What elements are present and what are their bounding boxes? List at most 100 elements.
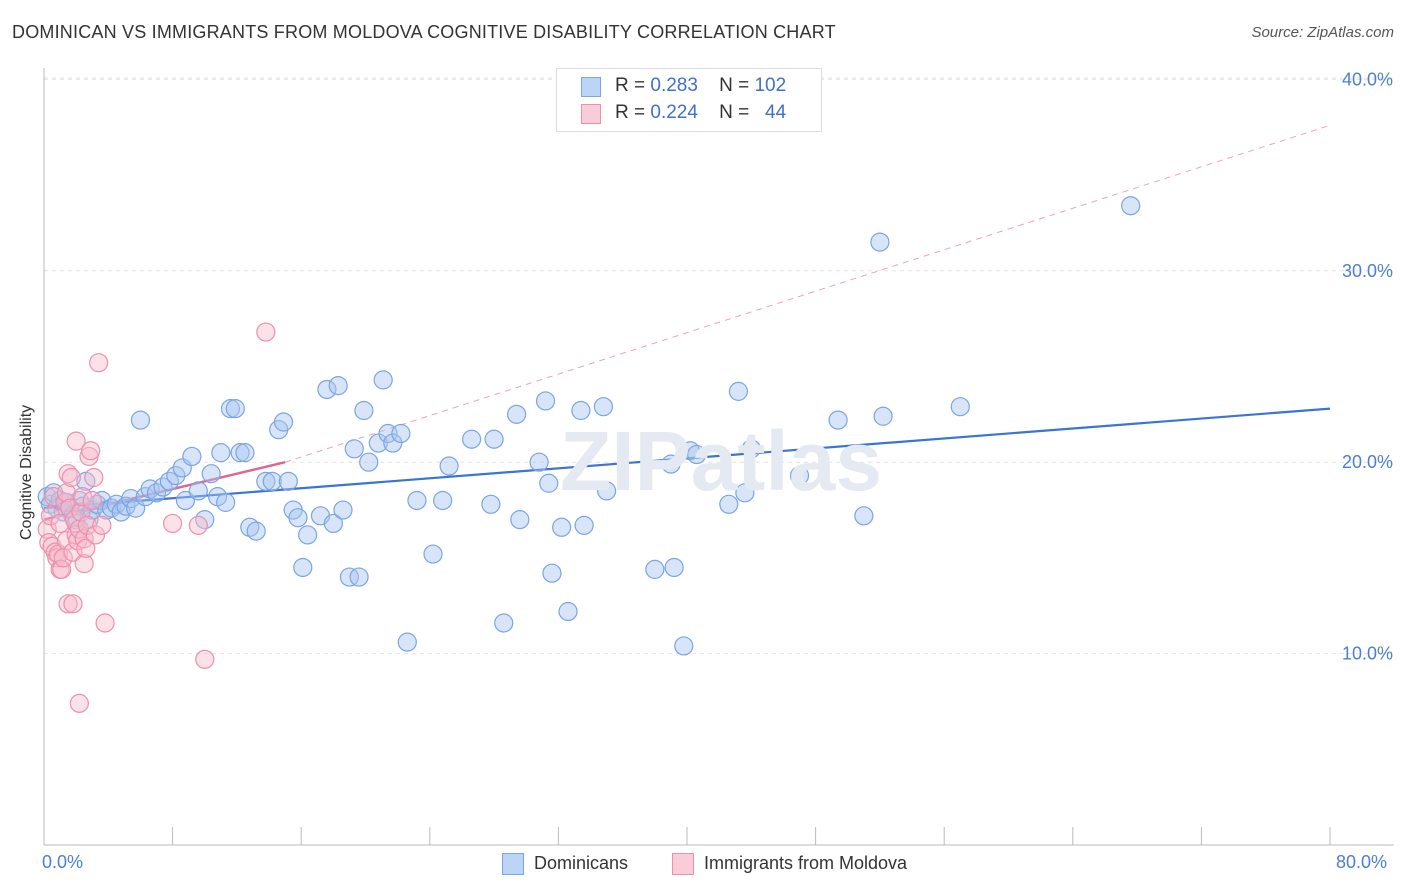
point-moldova	[89, 353, 109, 373]
point-dominicans	[166, 465, 186, 486]
trend-line-dominicans	[43, 407, 1331, 510]
point-dominicans	[535, 391, 556, 411]
y-tick-label: 30.0%	[1342, 261, 1393, 281]
trend-line-moldova-extended	[284, 124, 1331, 463]
point-dominicans	[359, 452, 379, 472]
point-moldova	[81, 441, 101, 461]
point-dominicans	[323, 513, 343, 534]
point-dominicans	[461, 429, 482, 449]
point-dominicans	[542, 563, 562, 583]
point-dominicans	[317, 379, 337, 400]
point-moldova	[72, 487, 93, 507]
x-tick-label-max: 80.0%	[1336, 852, 1388, 872]
point-dominicans	[293, 557, 313, 578]
legend-r-label: R =	[615, 102, 646, 123]
y-tick-label: 20.0%	[1342, 452, 1393, 472]
y-tick-label: 10.0%	[1342, 644, 1393, 664]
point-dominicans	[92, 490, 112, 511]
source-label: Source: ZipAtlas.com	[1251, 24, 1394, 41]
point-moldova	[69, 693, 89, 713]
point-moldova	[40, 506, 61, 526]
point-moldova	[42, 536, 62, 557]
point-moldova	[61, 467, 81, 488]
legend-n-label: N =	[719, 102, 750, 123]
point-dominicans	[339, 567, 360, 587]
point-dominicans	[571, 400, 591, 421]
point-dominicans	[188, 481, 208, 501]
y-tick-labels: 10.0% 20.0% 30.0% 40.0%	[1342, 69, 1393, 663]
point-dominicans	[262, 471, 282, 491]
point-dominicans	[391, 423, 411, 444]
point-dominicans	[674, 636, 694, 656]
series-legend: Dominicans Immigrants from Moldova	[0, 850, 1406, 880]
legend-r-value: 0.224	[650, 102, 698, 123]
point-dominicans	[593, 397, 614, 417]
point-dominicans	[373, 370, 393, 390]
point-dominicans	[175, 490, 196, 511]
point-dominicans	[873, 406, 893, 426]
point-dominicans	[344, 439, 364, 459]
point-dominicans	[220, 399, 241, 419]
point-dominicans	[719, 494, 739, 514]
point-dominicans	[481, 494, 501, 514]
point-dominicans	[433, 490, 453, 511]
legend-swatch-pink	[672, 853, 694, 875]
point-dominicans	[574, 515, 594, 535]
point-moldova	[60, 498, 80, 518]
point-dominicans	[484, 429, 504, 449]
point-dominicans	[328, 376, 348, 396]
point-moldova	[76, 538, 96, 558]
point-dominicans	[539, 473, 559, 493]
point-dominicans	[333, 500, 353, 520]
point-moldova	[195, 649, 215, 669]
point-dominicans	[256, 471, 276, 491]
legend-swatch-blue	[581, 77, 601, 97]
point-dominicans	[741, 439, 761, 459]
point-dominicans	[354, 400, 374, 421]
y-tick-label: 40.0%	[1342, 69, 1393, 89]
point-dominicans	[397, 632, 417, 652]
point-dominicans	[439, 456, 459, 476]
point-moldova	[92, 515, 112, 535]
point-dominicans	[349, 567, 369, 587]
point-moldova	[85, 525, 106, 545]
point-dominicans	[645, 559, 665, 579]
point-moldova	[188, 515, 208, 535]
point-moldova	[256, 322, 276, 342]
point-moldova	[74, 554, 94, 574]
point-dominicans	[211, 443, 231, 463]
point-dominicans	[288, 508, 308, 528]
point-dominicans	[870, 232, 890, 252]
legend-swatch-blue	[502, 853, 524, 875]
point-dominicans	[854, 506, 874, 526]
point-dominicans	[552, 517, 572, 537]
point-dominicans	[507, 404, 527, 424]
point-dominicans	[216, 492, 236, 512]
point-dominicans	[182, 446, 202, 467]
point-dominicans	[246, 521, 266, 541]
legend-swatch-pink	[581, 104, 601, 124]
point-dominicans	[950, 397, 970, 417]
legend-n-label: N =	[719, 75, 750, 96]
point-dominicans	[230, 443, 250, 463]
legend-label: Dominicans	[534, 853, 629, 873]
point-moldova	[58, 594, 78, 614]
point-moldova	[66, 431, 86, 451]
point-moldova	[63, 594, 83, 614]
point-dominicans	[828, 410, 848, 430]
point-dominicans	[201, 464, 221, 484]
point-moldova	[50, 513, 70, 534]
legend-n-value: 102	[754, 75, 787, 96]
point-dominicans	[225, 399, 245, 419]
point-moldova	[77, 515, 98, 535]
point-moldova	[84, 467, 104, 488]
trend-line-moldova	[43, 460, 286, 521]
point-dominicans	[789, 465, 810, 486]
watermark: ZIPatlas	[560, 414, 882, 508]
point-dominicans	[423, 544, 443, 564]
point-moldova	[95, 613, 115, 633]
legend-r-value: 0.283	[650, 75, 698, 96]
point-dominicans	[273, 412, 294, 432]
point-dominicans	[235, 443, 255, 463]
stats-legend: R = 0.283 N = 102 R = 0.224 N = 44	[556, 68, 822, 132]
